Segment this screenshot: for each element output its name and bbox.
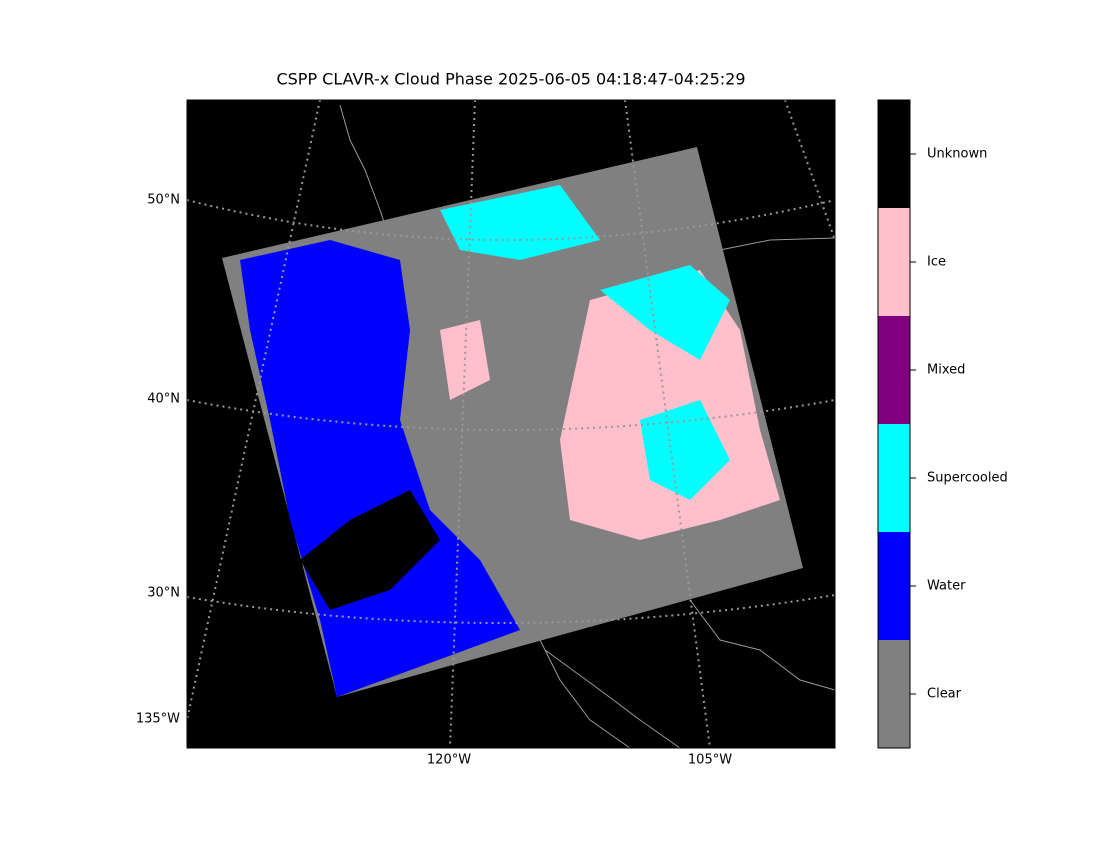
supercooled-region-2 xyxy=(440,185,600,260)
title: CSPP CLAVR-x Cloud Phase 2025-06-05 04:1… xyxy=(276,70,745,89)
colorbar-segment xyxy=(878,100,910,208)
colorbar-label: Unknown xyxy=(927,147,987,162)
no-data-region xyxy=(300,490,440,610)
ice-region-2 xyxy=(440,320,490,400)
lat-label: 30°N xyxy=(147,586,180,601)
lon-label: 120°W xyxy=(427,753,471,768)
colorbar: Unknown Ice Mixed Supercooled Water Clear xyxy=(877,99,1008,749)
colorbar-segment xyxy=(878,316,910,424)
colorbar-segment xyxy=(878,424,910,532)
map-frame xyxy=(186,99,836,749)
lat-label: 40°N xyxy=(147,392,180,407)
colorbar-label: Ice xyxy=(927,255,946,270)
colorbar-frame xyxy=(877,99,911,749)
water-region xyxy=(240,240,520,697)
colorbar-segment xyxy=(878,208,910,316)
colorbar-segment xyxy=(878,532,910,640)
ice-region xyxy=(560,270,780,540)
lon-label: 135°W xyxy=(136,712,180,727)
colorbar-label: Clear xyxy=(927,687,962,702)
graticule xyxy=(187,100,835,748)
coastline xyxy=(339,104,835,748)
colorbar-segment xyxy=(878,640,910,748)
supercooled-region-3 xyxy=(640,400,730,500)
lat-label: 50°N xyxy=(147,193,180,208)
supercooled-region xyxy=(600,265,730,360)
map xyxy=(187,100,835,748)
colorbar-label: Supercooled xyxy=(927,471,1008,486)
colorbar-label: Mixed xyxy=(927,363,965,378)
colorbar-label: Water xyxy=(927,579,966,594)
lon-label: 105°W xyxy=(688,753,732,768)
axis-labels: 50°N 40°N 30°N 135°W 120°W 105°W xyxy=(136,193,732,768)
